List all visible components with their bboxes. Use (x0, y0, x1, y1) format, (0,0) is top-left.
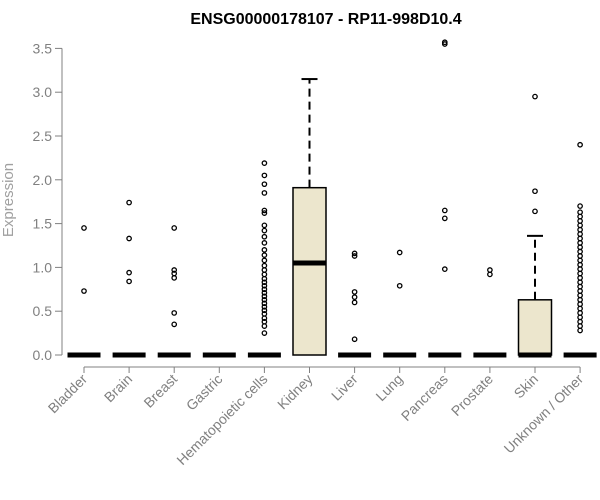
outlier-point (261, 286, 268, 293)
outlier-point (487, 267, 493, 273)
y-axis-label: Expression (0, 163, 17, 237)
outlier-point (396, 282, 403, 289)
x-tick-label: Breast (140, 371, 180, 411)
outlier-point (577, 203, 583, 209)
plot-area (67, 39, 597, 358)
outlier-point (261, 289, 268, 296)
outlier-point (261, 330, 268, 336)
x-tick-label: Unknown / Other (501, 371, 587, 457)
outlier-point (261, 293, 268, 300)
outlier-point (171, 321, 178, 328)
x-tick-label: Liver (328, 371, 361, 404)
outlier-point (261, 307, 268, 314)
outlier-point (577, 209, 583, 216)
outlier-point (532, 188, 538, 195)
outlier-point (351, 294, 358, 301)
x-tick-label: Lung (372, 371, 405, 404)
x-tick-label: Kidney (274, 371, 316, 413)
box-group (292, 78, 327, 356)
x-tick-label: Brain (101, 371, 135, 405)
outlier-point (81, 225, 87, 231)
x-tick-label: Prostate (448, 371, 496, 419)
outlier-point (261, 160, 268, 167)
outlier-point (261, 227, 268, 234)
box-group (247, 160, 281, 358)
outlier-point (126, 199, 132, 206)
outlier-point (261, 257, 268, 264)
outlier-point (261, 252, 268, 258)
box-group (338, 250, 372, 358)
x-tick-label: Skin (511, 371, 542, 402)
box-group (428, 39, 462, 358)
outlier-point (126, 278, 132, 285)
outlier-point (171, 267, 178, 273)
y-tick-label: 1.5 (33, 216, 53, 232)
outlier-point (261, 172, 268, 179)
x-tick-label: Pancreas (398, 371, 451, 424)
outlier-point (441, 39, 448, 46)
outlier-point (396, 249, 403, 256)
outlier-point (532, 93, 538, 100)
outlier-point (351, 336, 358, 343)
y-tick-label: 2.0 (33, 172, 53, 188)
y-tick-label: 3.0 (33, 84, 53, 100)
outlier-point (441, 215, 448, 222)
outlier-point (171, 225, 178, 231)
y-tick-label: 2.5 (33, 128, 53, 144)
outlier-point (126, 235, 132, 242)
box-group (383, 249, 417, 358)
outlier-point (261, 181, 268, 188)
outlier-point (261, 296, 268, 303)
y-axis: 0.0 0.5 1.0 1.5 2.0 2.5 3.0 3.5 (33, 40, 63, 363)
y-tick-label: 0.0 (33, 347, 53, 363)
outlier-point (261, 190, 268, 196)
outlier-point (81, 288, 87, 294)
outlier-point (261, 222, 268, 229)
outlier-point (261, 247, 268, 253)
outlier-point (351, 253, 358, 259)
chart-title: ENSG00000178107 - RP11-998D10.4 (190, 11, 461, 28)
box-group (517, 93, 553, 358)
x-tick-label: Gastric (183, 371, 226, 414)
x-tick-label: Bladder (45, 371, 91, 417)
outlier-point (441, 207, 448, 214)
outlier-point (171, 270, 178, 277)
outlier-point (261, 300, 268, 307)
box (292, 186, 327, 356)
outlier-point (261, 240, 268, 246)
outlier-point (261, 310, 268, 317)
outlier-point (261, 233, 268, 240)
box-group (157, 225, 191, 358)
box-group (563, 141, 597, 358)
outlier-point (351, 289, 358, 295)
y-tick-label: 0.5 (33, 303, 53, 319)
outlier-point (351, 299, 358, 306)
outlier-point (261, 303, 268, 310)
outlier-point (577, 141, 583, 148)
outlier-point (532, 208, 538, 215)
outlier-point (261, 282, 268, 289)
outlier-point (126, 269, 132, 276)
box-group (473, 267, 507, 358)
outlier-point (351, 250, 358, 257)
box-group (112, 199, 146, 358)
outlier-point (441, 266, 448, 273)
outlier-point (261, 207, 268, 214)
box (517, 299, 553, 356)
outlier-point (261, 279, 268, 286)
outlier-point (261, 210, 268, 216)
y-tick-label: 1.0 (33, 259, 53, 275)
outlier-point (261, 262, 268, 269)
outlier-point (261, 318, 268, 325)
box-group (67, 225, 101, 358)
outlier-point (171, 310, 178, 316)
y-tick-label: 3.5 (33, 40, 53, 56)
